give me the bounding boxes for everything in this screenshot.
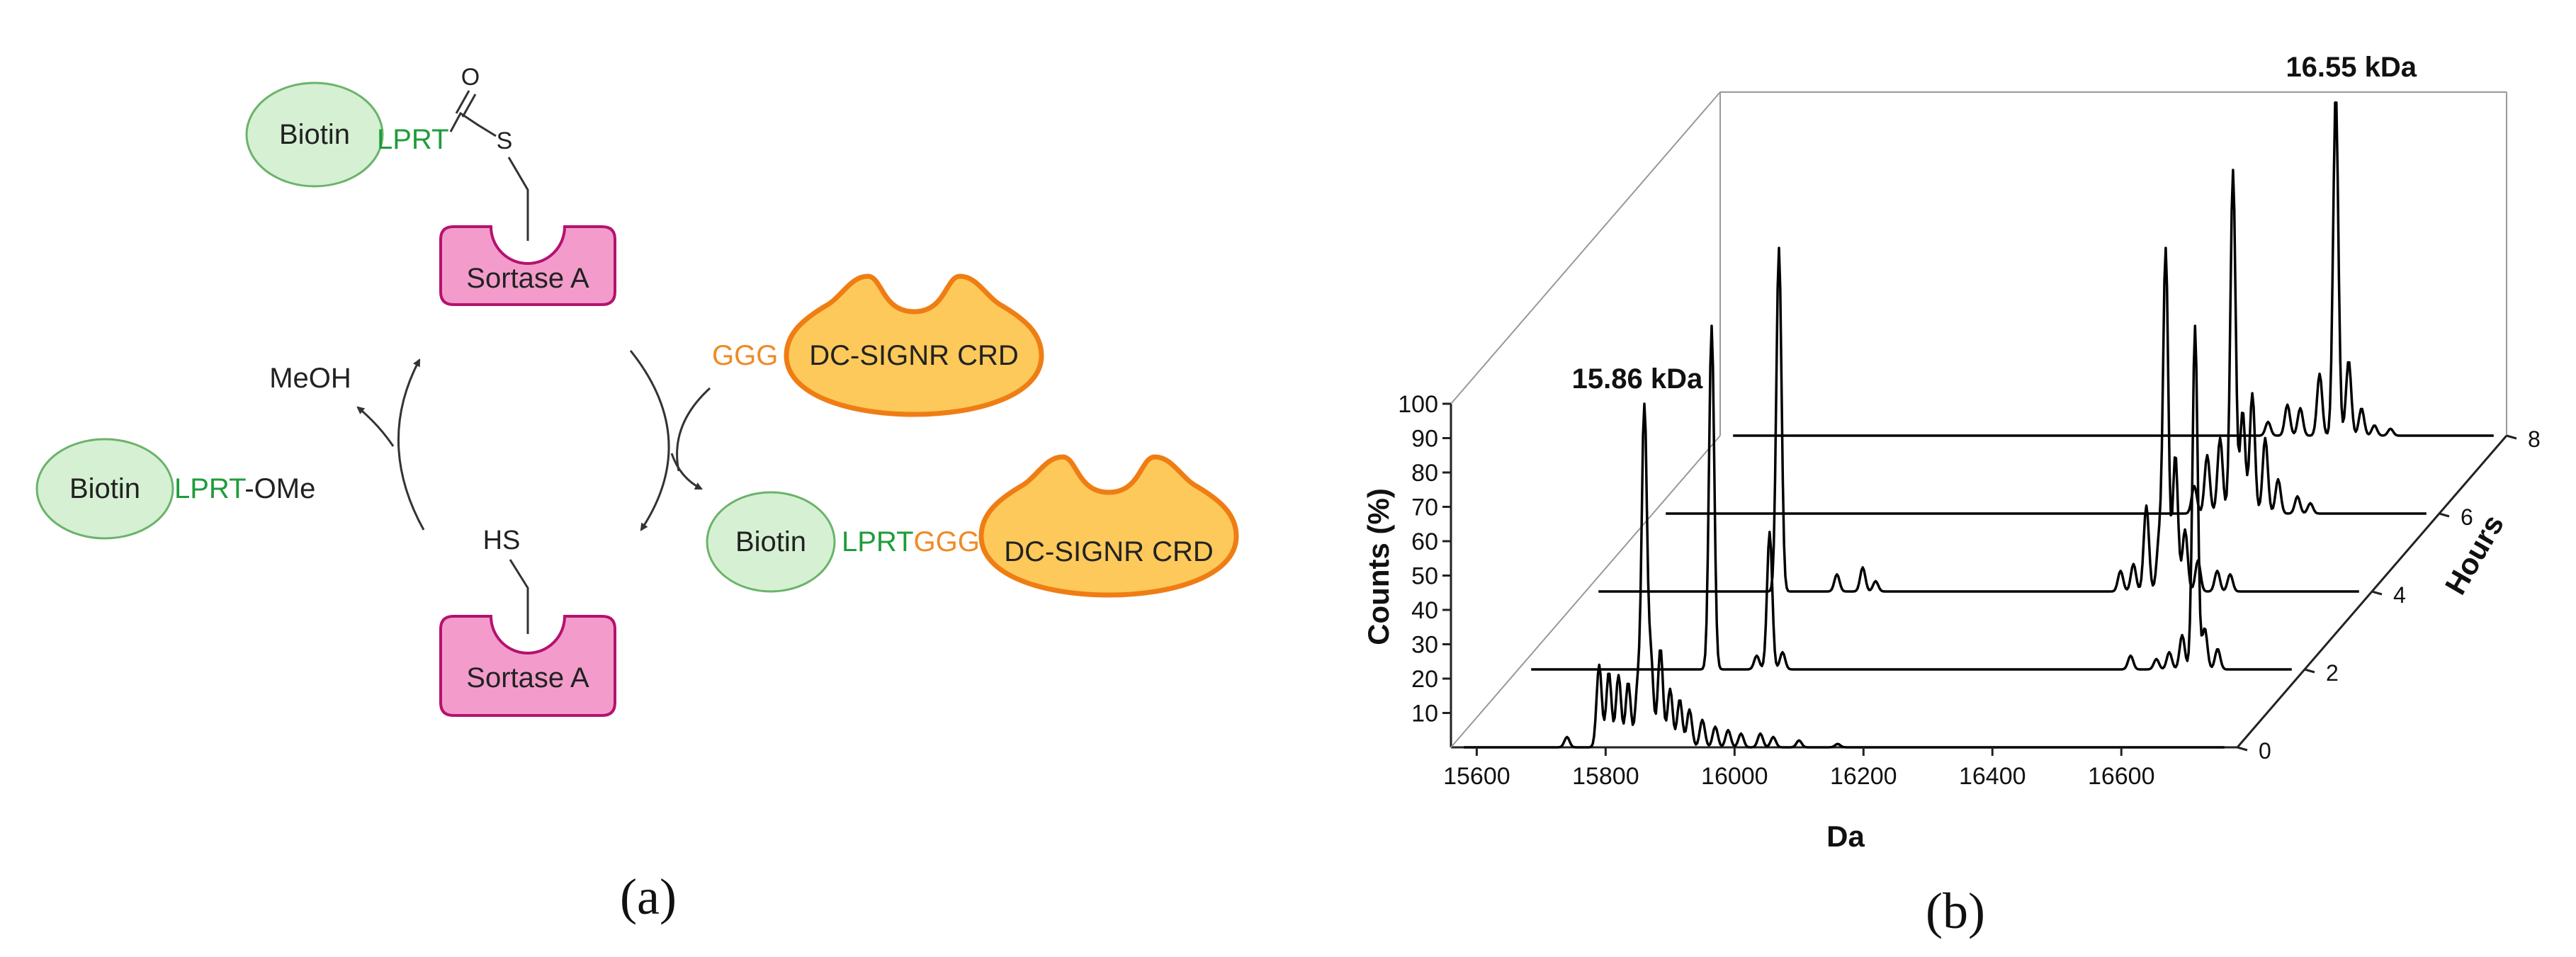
carbonyl-bond-2 xyxy=(461,94,477,118)
y-tick-label-80: 80 xyxy=(1411,460,1438,487)
floor-left-edge xyxy=(1450,435,1721,748)
lprt-motif-ester: LPRT xyxy=(174,473,246,504)
x-tick-label-15800: 15800 xyxy=(1572,763,1639,790)
ester-label: LPRT-OMe xyxy=(174,473,315,504)
x-tick-label-16600: 16600 xyxy=(2088,763,2155,790)
spectra-series xyxy=(1464,101,2494,749)
x-tick-label-16000: 16000 xyxy=(1701,763,1768,790)
x-tick-label-15600: 15600 xyxy=(1443,763,1510,790)
z-tick-label-2: 2 xyxy=(2326,660,2339,686)
y-tick-label-10: 10 xyxy=(1411,701,1438,727)
x-axis-label: Da xyxy=(1826,820,1865,853)
sortase-a-label-top: Sortase A xyxy=(466,263,589,294)
chart-frame xyxy=(1450,91,2508,749)
y-tick-label-40: 40 xyxy=(1411,597,1438,624)
top-left-edge xyxy=(1450,91,1721,404)
y-tick-label-60: 60 xyxy=(1411,528,1438,555)
oxygen-atom-label: O xyxy=(461,64,480,91)
y-tick-label-90: 90 xyxy=(1411,426,1438,453)
sortase-a-enzyme-top xyxy=(439,225,616,306)
spectrum-line-0h xyxy=(1464,402,2225,749)
y-tick-label-70: 70 xyxy=(1411,494,1438,521)
dc-signr-crd-label-substrate: DC-SIGNR CRD xyxy=(809,340,1019,371)
z-tick-mark-4 xyxy=(2371,590,2383,596)
z-tick-label-0: 0 xyxy=(2259,738,2271,764)
dc-signr-crd-product xyxy=(978,454,1239,598)
lprt-motif-thioester: LPRT xyxy=(377,124,449,155)
x-tick-label-16400: 16400 xyxy=(1959,763,2026,790)
methanol-release-arrow xyxy=(356,406,395,447)
ggg-tag-product: GGG xyxy=(914,526,980,557)
dc-signr-crd-label-product: DC-SIGNR CRD xyxy=(1004,536,1214,567)
spectrum-line-6h xyxy=(1666,169,2427,515)
spectrum-line-4h xyxy=(1598,247,2359,593)
biotin-label-ester: Biotin xyxy=(69,473,140,504)
peak-annotation-2: 16.55 kDa xyxy=(2286,52,2417,83)
y-tick-label-100: 100 xyxy=(1398,391,1438,418)
product-release-arrow xyxy=(670,453,703,490)
biotin-node-thioester xyxy=(245,81,384,188)
spectrum-line-8h xyxy=(1733,101,2494,437)
z-tick-mark-8 xyxy=(2506,434,2517,440)
enzyme-linker-bottom xyxy=(509,559,529,634)
biotin-label-thioester: Biotin xyxy=(279,119,350,150)
substrate-binding-curve xyxy=(676,387,711,472)
z-tick-label-8: 8 xyxy=(2528,426,2541,452)
peak-annotations: 15.86 kDa 16.55 kDa xyxy=(1572,52,2417,395)
thiol-label: HS xyxy=(483,526,521,555)
panel-a-caption: (a) xyxy=(620,868,677,925)
x-tick-label-16200: 16200 xyxy=(1830,763,1897,790)
ome-suffix: -OMe xyxy=(244,473,315,504)
axis-ticks: 15600 15800 16000 16200 16400 166001020304050… xyxy=(1398,391,2541,790)
y-axis-label: Counts (%) xyxy=(1362,488,1395,645)
z-tick-label-6: 6 xyxy=(2461,504,2473,530)
cycle-arrow-left xyxy=(397,358,425,531)
z-tick-label-4: 4 xyxy=(2393,582,2406,608)
carbonyl-bond-1 xyxy=(455,90,470,114)
biotin-label-product: Biotin xyxy=(735,526,806,557)
dc-signr-crd-substrate xyxy=(784,273,1044,417)
sulfur-atom-label: S xyxy=(497,128,513,154)
biotin-node-product xyxy=(706,491,836,593)
z-axis-label: Hours xyxy=(2439,509,2510,600)
thioester-bond xyxy=(449,111,497,137)
y-tick-label-30: 30 xyxy=(1411,632,1438,659)
sortase-a-enzyme-bottom xyxy=(439,615,616,717)
z-tick-mark-6 xyxy=(2439,512,2450,518)
y-tick-label-20: 20 xyxy=(1411,666,1438,693)
ggg-tag-substrate: GGG xyxy=(712,340,778,371)
lprt-motif-product: LPRT xyxy=(842,526,914,557)
enzyme-linker-top xyxy=(507,157,529,241)
product-linker-label: LPRTGGG xyxy=(842,526,980,557)
panel-b-caption: (b) xyxy=(1926,883,1985,939)
cycle-arrow-right xyxy=(629,350,670,531)
z-tick-mark-2 xyxy=(2304,668,2315,674)
biotin-node-ester xyxy=(35,438,174,540)
sortase-cycle-diagram: Biotin LPRT O S Sortase A MeOH Biotin LP… xyxy=(35,64,1239,925)
peak-annotation-1: 15.86 kDa xyxy=(1572,363,1703,395)
sortase-a-label-bottom: Sortase A xyxy=(466,662,589,693)
methanol-label: MeOH xyxy=(269,363,351,394)
z-tick-mark-0 xyxy=(2237,746,2248,752)
mass-spectra-waterfall-chart: 15600 15800 16000 16200 16400 166001020304050… xyxy=(1362,52,2541,939)
y-tick-label-50: 50 xyxy=(1411,563,1438,590)
